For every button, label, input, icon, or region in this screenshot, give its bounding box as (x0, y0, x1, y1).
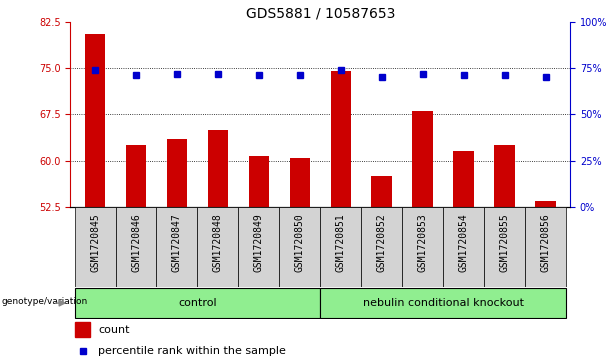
Bar (156, 207, 197, 287)
Bar (238, 207, 280, 287)
Bar (75, 207, 115, 287)
Text: GSM1720852: GSM1720852 (377, 213, 387, 272)
Text: GSM1720845: GSM1720845 (90, 213, 100, 272)
Bar (126, 145, 147, 207)
Text: percentile rank within the sample: percentile rank within the sample (98, 346, 286, 356)
Bar (320, 288, 566, 318)
Bar (484, 207, 525, 287)
Text: genotype/variation: genotype/variation (1, 297, 88, 306)
Bar (320, 207, 361, 287)
Bar (280, 207, 320, 287)
Bar (494, 145, 515, 207)
Bar (75, 322, 91, 338)
Text: count: count (98, 325, 129, 335)
Bar (535, 201, 556, 207)
Text: GSM1720846: GSM1720846 (131, 213, 141, 272)
Bar (443, 207, 484, 287)
Text: GSM1720849: GSM1720849 (254, 213, 264, 272)
Bar (371, 176, 392, 207)
Title: GDS5881 / 10587653: GDS5881 / 10587653 (246, 7, 395, 21)
Text: nebulin conditional knockout: nebulin conditional knockout (363, 298, 524, 308)
Text: GSM1720854: GSM1720854 (459, 213, 468, 272)
Bar (249, 156, 269, 207)
Text: GSM1720855: GSM1720855 (500, 213, 509, 272)
Bar (75, 288, 320, 318)
Bar (197, 207, 238, 287)
Bar (208, 130, 228, 207)
Bar (167, 139, 187, 207)
Text: GSM1720853: GSM1720853 (417, 213, 428, 272)
Text: GSM1720856: GSM1720856 (541, 213, 550, 272)
Text: GSM1720848: GSM1720848 (213, 213, 223, 272)
Bar (289, 158, 310, 207)
Bar (330, 71, 351, 207)
Bar (402, 207, 443, 287)
Text: GSM1720850: GSM1720850 (295, 213, 305, 272)
Bar (361, 207, 402, 287)
Text: GSM1720851: GSM1720851 (336, 213, 346, 272)
Bar (115, 207, 156, 287)
Bar (454, 151, 474, 207)
Bar (413, 111, 433, 207)
Text: GSM1720847: GSM1720847 (172, 213, 182, 272)
Text: control: control (178, 298, 217, 308)
Bar (525, 207, 566, 287)
Bar (85, 34, 105, 207)
